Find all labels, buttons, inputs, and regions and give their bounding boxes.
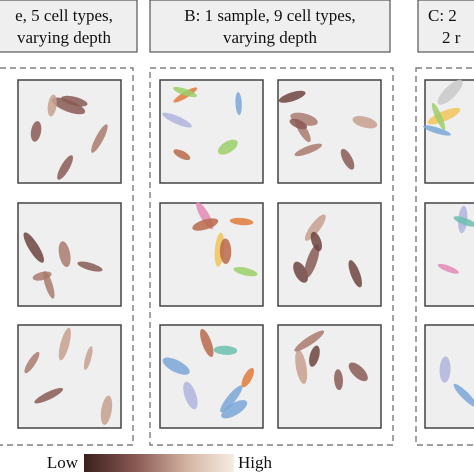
cell-cluster xyxy=(304,214,326,241)
cell-cluster xyxy=(213,345,238,355)
panel-a: e, 5 cell types, varying depth xyxy=(0,0,138,446)
cell-cluster xyxy=(233,267,258,277)
cell-cluster xyxy=(235,92,242,116)
cell-cluster xyxy=(241,368,255,388)
cell-cluster xyxy=(437,263,459,274)
umap-plot xyxy=(159,79,264,184)
header-box xyxy=(0,0,138,53)
cell-cluster xyxy=(334,369,343,391)
cell-cluster xyxy=(348,362,368,382)
cell-cluster xyxy=(173,86,197,98)
header-line: varying depth xyxy=(17,28,111,47)
cell-cluster xyxy=(220,385,243,413)
cell-cluster xyxy=(162,357,190,375)
cell-cluster xyxy=(47,94,57,117)
cell-cluster xyxy=(427,107,461,125)
cell-cluster xyxy=(77,261,103,272)
panel-frame xyxy=(0,67,134,446)
cell-cluster xyxy=(43,271,55,299)
cell-cluster xyxy=(183,381,198,410)
cell-cluster xyxy=(24,351,40,374)
header-line: C: 2 xyxy=(428,6,457,25)
header-box xyxy=(417,0,474,53)
cell-cluster xyxy=(294,143,323,157)
cell-cluster xyxy=(173,149,191,161)
cell-cluster xyxy=(293,261,308,283)
cell-cluster xyxy=(58,241,71,268)
cell-cluster xyxy=(304,244,320,279)
cell-cluster xyxy=(221,400,248,419)
cell-cluster xyxy=(162,112,192,128)
panel-frame xyxy=(415,67,474,446)
cell-cluster xyxy=(58,327,71,361)
panel-frame xyxy=(149,67,394,446)
cell-cluster xyxy=(340,148,355,170)
cell-cluster xyxy=(219,238,232,264)
cell-cluster xyxy=(295,349,308,384)
cell-cluster xyxy=(294,330,325,352)
header-line: e, 5 cell types, xyxy=(15,6,113,25)
cell-cluster xyxy=(348,260,362,288)
cell-cluster xyxy=(229,217,254,226)
cell-cluster xyxy=(91,124,108,153)
cell-cluster xyxy=(30,121,42,142)
cell-cluster xyxy=(453,383,474,408)
cell-cluster xyxy=(437,79,463,105)
cell-cluster xyxy=(61,95,88,107)
cell-cluster xyxy=(192,218,219,231)
cell-cluster xyxy=(34,387,64,404)
header-box xyxy=(149,0,391,53)
cell-cluster xyxy=(23,232,44,263)
cell-cluster xyxy=(51,97,86,115)
header-line: varying depth xyxy=(223,28,317,47)
cell-cluster xyxy=(453,216,474,227)
cell-cluster xyxy=(200,328,214,358)
panel-b: B: 1 sample, 9 cell types, varying depth xyxy=(149,0,394,446)
colorbar: Low High xyxy=(47,453,273,472)
cell-cluster xyxy=(278,90,306,103)
cell-cluster xyxy=(83,346,93,370)
colorbar-low: Low xyxy=(47,453,79,472)
cell-cluster xyxy=(100,395,113,425)
colorbar-gradient xyxy=(84,454,234,472)
colorbar-high: High xyxy=(238,453,273,472)
umap-plot xyxy=(424,324,474,429)
cell-cluster xyxy=(217,139,238,155)
cell-cluster xyxy=(431,103,446,130)
plots xyxy=(17,79,474,429)
header-line: B: 1 sample, 9 cell types, xyxy=(184,6,355,25)
header-line: 2 r xyxy=(442,28,461,47)
cell-cluster xyxy=(352,116,378,129)
cell-cluster xyxy=(289,118,308,130)
panel-c: C: 2 2 r xyxy=(415,0,474,446)
cell-cluster xyxy=(310,231,322,252)
cell-cluster xyxy=(423,125,451,136)
cell-cluster xyxy=(309,345,320,367)
umap-plot xyxy=(277,202,382,307)
cell-cluster xyxy=(439,356,451,383)
cell-cluster xyxy=(57,155,73,180)
